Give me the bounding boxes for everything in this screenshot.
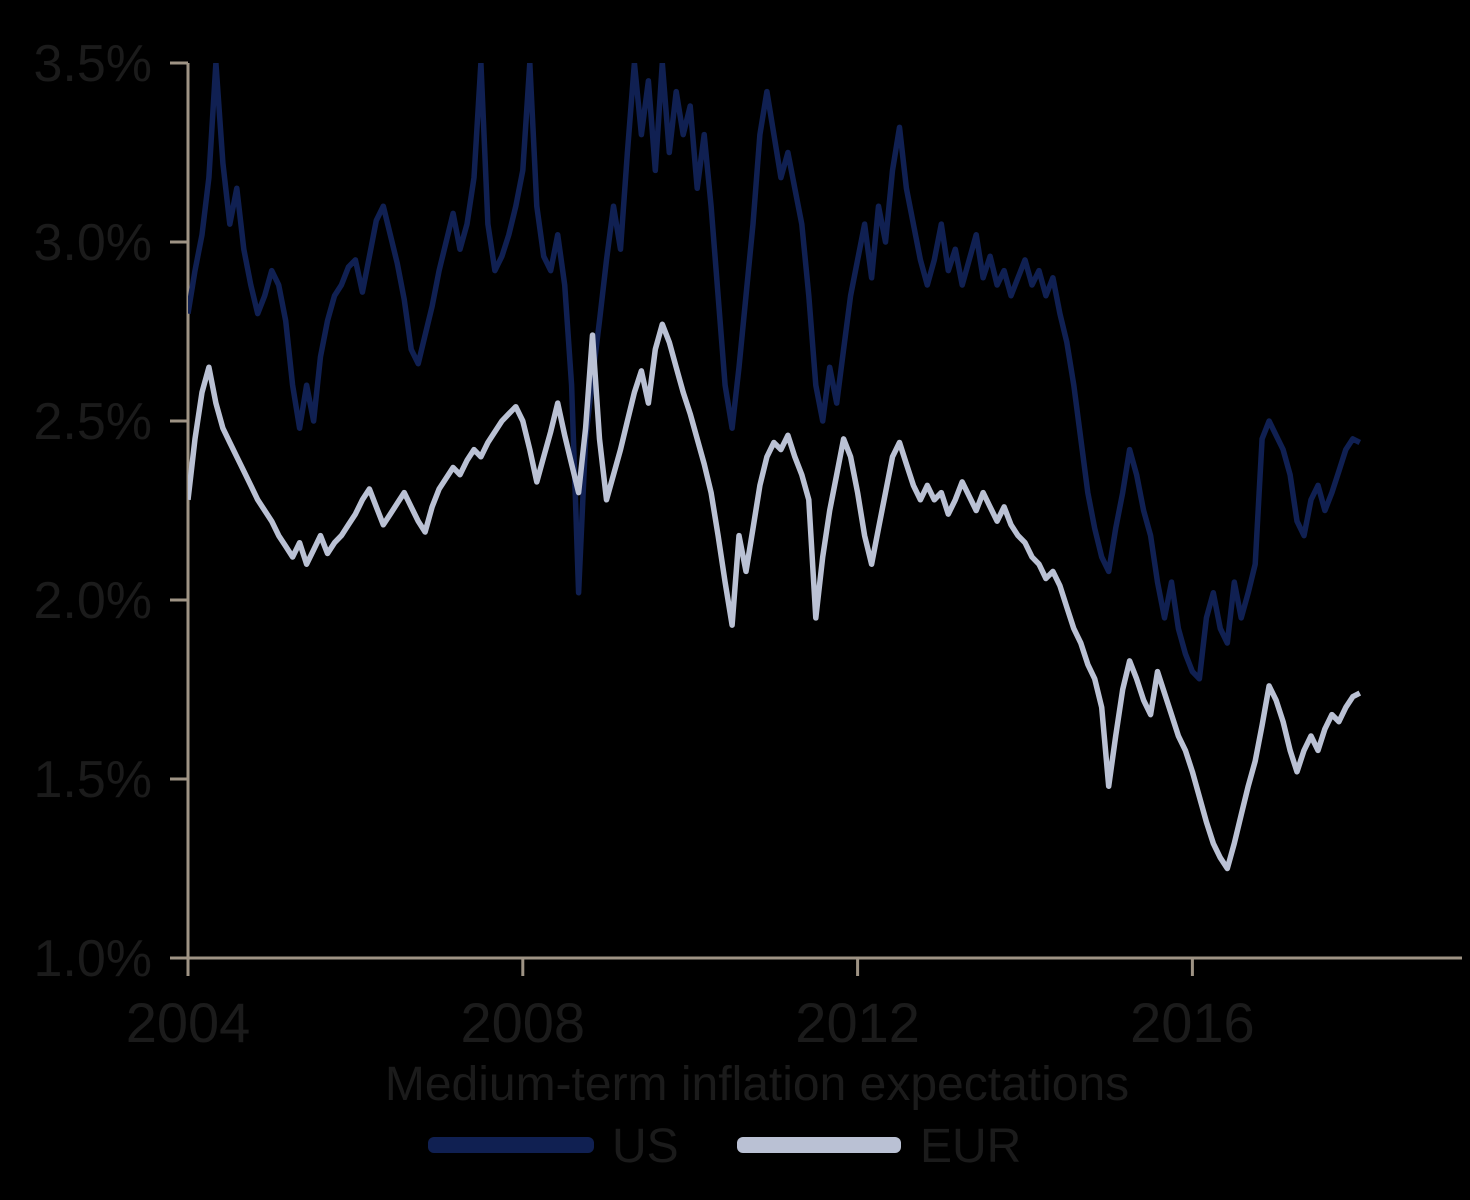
eur-line <box>188 321 1362 872</box>
legend-swatch-eur <box>737 1137 901 1153</box>
x-tick-label: 2008 <box>461 991 586 1054</box>
y-tick-label: 2.0% <box>33 572 152 630</box>
y-tick-label: 2.5% <box>33 393 152 451</box>
chart-title: Medium-term inflation expectations <box>385 1058 1129 1111</box>
legend-label-us: US <box>612 1120 679 1173</box>
y-tick-label: 3.5% <box>33 35 152 93</box>
y-tick-label: 1.0% <box>33 930 152 988</box>
y-tick-label: 1.5% <box>33 751 152 809</box>
legend-swatch-us <box>428 1137 594 1153</box>
x-tick-label: 2016 <box>1130 991 1255 1054</box>
x-tick-label: 2012 <box>795 991 920 1054</box>
legend: US EUR <box>428 1120 1021 1173</box>
x-tick-label: 2004 <box>126 991 251 1054</box>
plot-area: 1.0% 1.5% 2.0% 2.5% 3.0% 3.5% 2004 2008 2012 2016 <box>33 35 1462 1054</box>
y-tick-label: 3.0% <box>33 214 152 272</box>
legend-label-eur: EUR <box>920 1120 1021 1173</box>
us-line <box>188 63 1362 682</box>
